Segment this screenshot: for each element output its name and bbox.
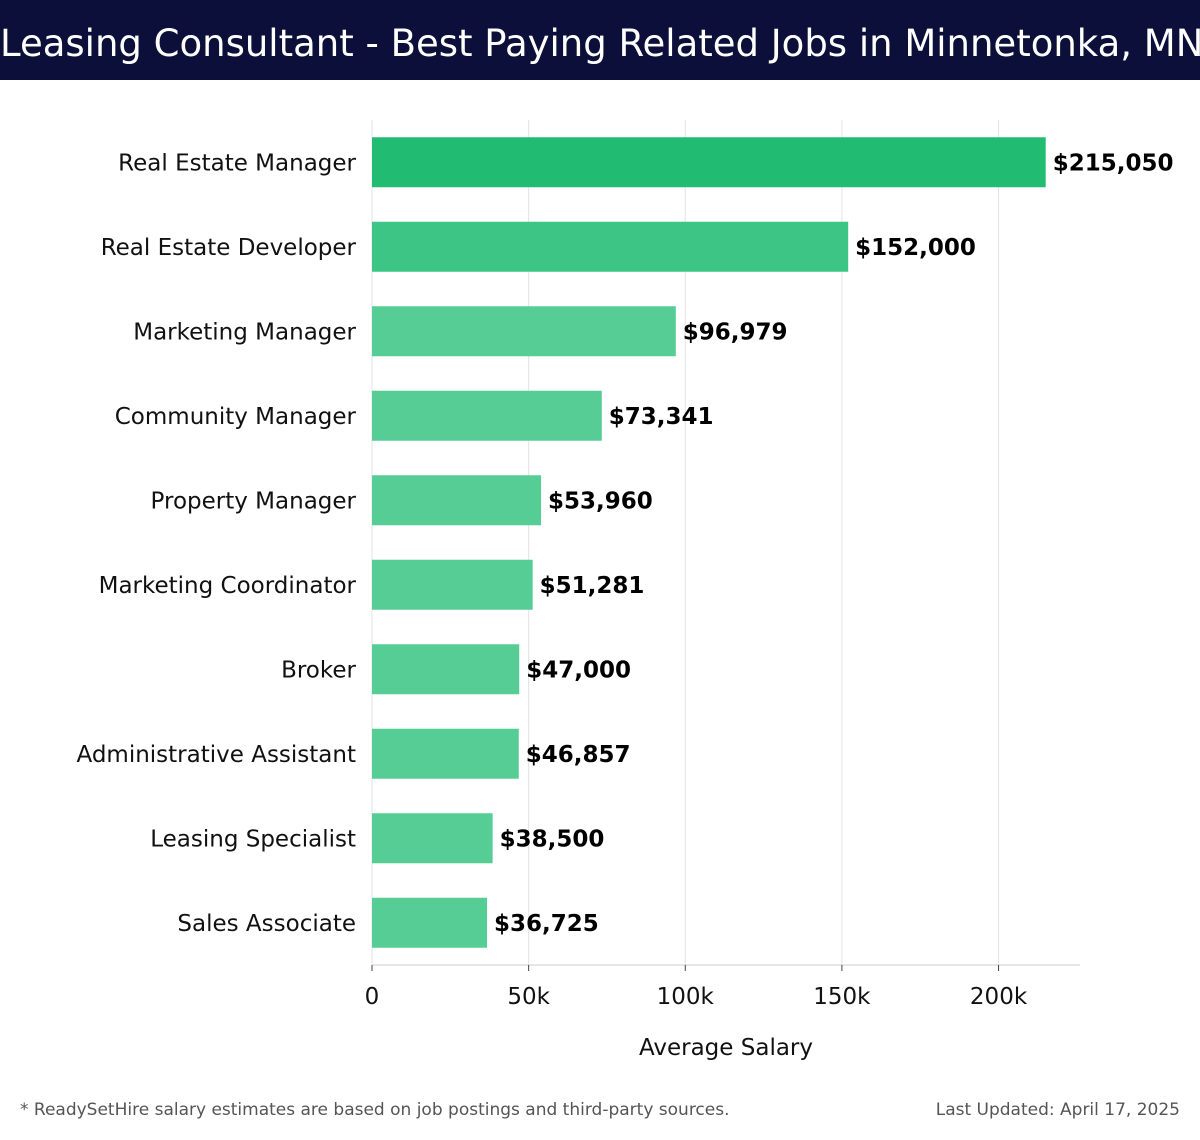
value-label: $73,341 (609, 404, 714, 430)
footnote: * ReadySetHire salary estimates are base… (20, 1100, 730, 1120)
category-label: Sales Associate (177, 911, 356, 937)
value-label: $152,000 (855, 235, 976, 261)
value-label: $51,281 (540, 573, 645, 599)
value-label: $96,979 (683, 319, 788, 345)
category-label: Broker (281, 657, 356, 683)
value-label: $47,000 (526, 657, 631, 683)
value-label: $53,960 (548, 488, 653, 514)
x-tick-label: 150k (813, 984, 871, 1010)
category-label: Property Manager (151, 488, 357, 514)
value-label: $36,725 (494, 911, 599, 937)
last-updated: Last Updated: April 17, 2025 (935, 1100, 1180, 1120)
bar (372, 728, 519, 779)
x-tick-label: 0 (365, 984, 380, 1010)
x-axis-label: Average Salary (639, 1035, 813, 1061)
bar (372, 644, 520, 695)
x-tick-label: 50k (507, 984, 550, 1010)
bar (372, 559, 533, 610)
bar (372, 137, 1046, 188)
category-label: Leasing Specialist (150, 826, 356, 852)
bar-chart: 0 50k 100k 150k 200k Average Salary Real Estat… (76, 120, 1174, 1061)
bar (372, 813, 493, 864)
bar (372, 475, 542, 526)
category-label: Real Estate Manager (118, 150, 356, 176)
x-tick-label: 100k (657, 984, 715, 1010)
bar (372, 221, 849, 272)
category-label: Marketing Coordinator (99, 573, 357, 599)
category-label: Real Estate Developer (101, 235, 357, 261)
bar (372, 306, 676, 357)
x-tick-label: 200k (970, 984, 1028, 1010)
bar (372, 897, 488, 948)
value-label: $38,500 (500, 826, 605, 852)
header-bar (0, 0, 1200, 80)
value-label: $46,857 (526, 742, 631, 768)
chart-title: Leasing Consultant - Best Paying Related… (0, 22, 1200, 65)
category-label: Marketing Manager (133, 319, 356, 345)
bar (372, 390, 602, 441)
value-label: $215,050 (1053, 150, 1174, 176)
category-label: Community Manager (115, 404, 357, 430)
category-label: Administrative Assistant (76, 742, 356, 768)
